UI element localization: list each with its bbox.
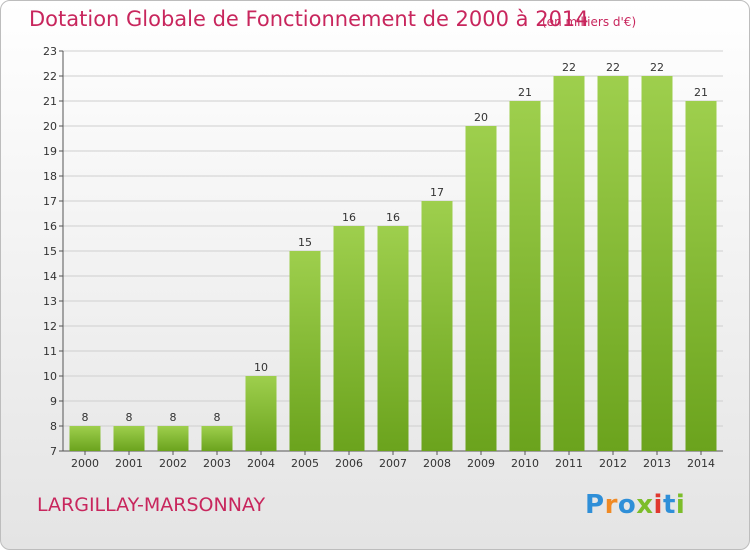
data-label: 22 [606, 61, 620, 74]
data-label: 8 [126, 411, 133, 424]
data-label: 17 [430, 186, 444, 199]
data-label: 10 [254, 361, 268, 374]
logo-letter: r [604, 490, 618, 520]
x-tick-label: 2002 [159, 457, 187, 470]
y-tick-label: 22 [43, 70, 57, 83]
data-label: 8 [214, 411, 221, 424]
y-tick-label: 18 [43, 170, 57, 183]
y-tick-label: 13 [43, 295, 57, 308]
y-tick-label: 23 [43, 45, 57, 58]
data-label: 22 [650, 61, 664, 74]
y-tick-label: 19 [43, 145, 57, 158]
x-tick-label: 2013 [643, 457, 671, 470]
bar [641, 76, 673, 451]
x-tick-label: 2008 [423, 457, 451, 470]
data-label: 15 [298, 236, 312, 249]
data-label: 8 [170, 411, 177, 424]
y-tick-label: 9 [50, 395, 57, 408]
commune-name: LARGILLAY-MARSONNAY [37, 494, 266, 516]
bar [597, 76, 629, 451]
y-tick-label: 15 [43, 245, 57, 258]
bar [113, 426, 145, 451]
bar [509, 101, 541, 451]
logo-letter: P [585, 490, 605, 520]
x-tick-label: 2005 [291, 457, 319, 470]
logo-letter: i [675, 490, 686, 520]
y-tick-label: 17 [43, 195, 57, 208]
logo-letter: o [617, 490, 637, 520]
y-tick-label: 16 [43, 220, 57, 233]
bar [157, 426, 189, 451]
logo-letter: i [653, 490, 663, 520]
bar [245, 376, 277, 451]
x-tick-label: 2010 [511, 457, 539, 470]
bars: 8 8 8 8 10 15 16 16 17 20 21 22 22 22 21 [69, 61, 717, 451]
bar [201, 426, 233, 451]
y-tick-label: 7 [50, 445, 57, 458]
y-tick-label: 12 [43, 320, 57, 333]
x-tick-label: 2011 [555, 457, 583, 470]
bar [69, 426, 101, 451]
x-tick-label: 2014 [687, 457, 715, 470]
data-label: 20 [474, 111, 488, 124]
chart-title: Dotation Globale de Fonctionnement de 20… [29, 7, 589, 31]
bar [289, 251, 321, 451]
data-label: 16 [342, 211, 356, 224]
data-label: 8 [82, 411, 89, 424]
x-tick-label: 2003 [203, 457, 231, 470]
y-tick-label: 14 [43, 270, 57, 283]
data-label: 21 [694, 86, 708, 99]
bar [333, 226, 365, 451]
bar [553, 76, 585, 451]
data-label: 16 [386, 211, 400, 224]
x-tick-label: 2006 [335, 457, 363, 470]
logo-letter: x [636, 490, 654, 520]
y-tick-label: 21 [43, 95, 57, 108]
y-tick-label: 11 [43, 345, 57, 358]
bar [377, 226, 409, 451]
data-label: 21 [518, 86, 532, 99]
chart-subtitle: (en milliers d'€) [542, 15, 637, 29]
x-tick-label: 2007 [379, 457, 407, 470]
data-label: 22 [562, 61, 576, 74]
logo-letter: t [662, 490, 676, 520]
bar [421, 201, 453, 451]
y-tick-label: 10 [43, 370, 57, 383]
y-tick-label: 8 [50, 420, 57, 433]
bar [685, 101, 717, 451]
bar [465, 126, 497, 451]
x-tick-label: 2009 [467, 457, 495, 470]
x-tick-label: 2001 [115, 457, 143, 470]
x-tick-label: 2000 [71, 457, 99, 470]
x-tick-label: 2012 [599, 457, 627, 470]
y-tick-label: 20 [43, 120, 57, 133]
x-tick-label: 2004 [247, 457, 275, 470]
proxiti-logo: Proxiti [585, 490, 685, 520]
